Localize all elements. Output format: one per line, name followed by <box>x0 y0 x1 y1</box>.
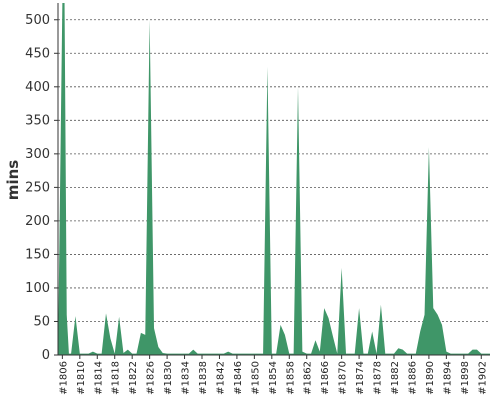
x-tick-label: #1858 <box>285 361 296 395</box>
y-tick-labels: 0 50 100 150 200 250 300 350 400 450 500 <box>25 13 50 363</box>
x-tick-label: #1834 <box>181 361 192 395</box>
x-tick-label: #1818 <box>111 361 122 395</box>
x-tick-label: #1826 <box>146 361 157 395</box>
y-tick-label: 350 <box>25 113 50 128</box>
area-fill <box>58 3 490 355</box>
x-tick-label: #1822 <box>128 361 139 395</box>
axes <box>54 3 490 359</box>
x-tick-label: #1814 <box>93 361 104 395</box>
y-tick-label: 250 <box>25 180 50 195</box>
y-tick-label: 100 <box>25 281 50 296</box>
x-tick-label: #1806 <box>58 361 69 395</box>
area-series <box>58 3 490 355</box>
y-tick-label: 400 <box>25 80 50 95</box>
x-tick-labels: #1806 #1810 #1814 #1818 #1822 #1826 #1830 #1834… <box>58 361 488 395</box>
y-tick-label: 500 <box>25 13 50 28</box>
x-tick-label: #1894 <box>442 361 453 395</box>
x-tick-label: #1886 <box>407 361 418 395</box>
x-tick-label: #1854 <box>268 361 279 395</box>
x-tick-label: #1866 <box>320 361 331 395</box>
y-tick-label: 50 <box>33 314 50 329</box>
y-tick-label: 300 <box>25 147 50 162</box>
y-tick-label: 0 <box>42 348 50 363</box>
x-tick-label: #1878 <box>373 361 384 395</box>
x-tick-label: #1830 <box>163 361 174 395</box>
x-tick-label: #1870 <box>338 361 349 395</box>
x-tick-label: #1890 <box>425 361 436 395</box>
gridlines <box>58 19 490 322</box>
x-tick-label: #1846 <box>233 361 244 395</box>
x-tick-label: #1810 <box>76 361 87 395</box>
y-tick-label: 150 <box>25 247 50 262</box>
x-tick-label: #1842 <box>215 361 226 395</box>
x-tick-label: #1882 <box>390 361 401 395</box>
x-tick-label: #1898 <box>460 361 471 395</box>
x-tick-label: #1862 <box>303 361 314 395</box>
y-tick-label: 200 <box>25 214 50 229</box>
x-tick-label: #1838 <box>198 361 209 395</box>
x-tick-label: #1902 <box>477 361 488 395</box>
y-tick-label: 450 <box>25 46 50 61</box>
x-tick-label: #1874 <box>355 361 366 395</box>
x-tick-label: #1850 <box>250 361 261 395</box>
y-axis-label: mins <box>4 160 22 200</box>
